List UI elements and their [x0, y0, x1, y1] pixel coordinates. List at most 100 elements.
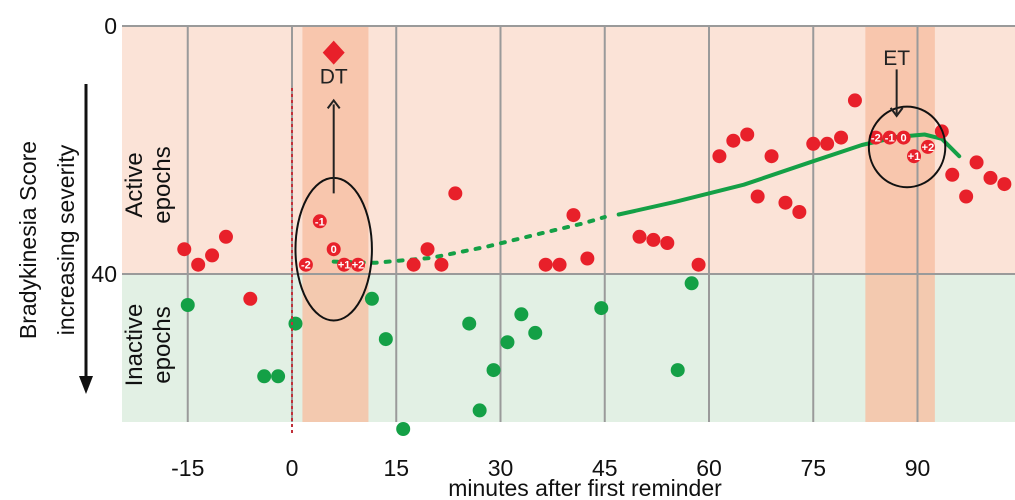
- numbered-epoch-point: [351, 257, 366, 272]
- x-tick-label: 15: [383, 455, 409, 481]
- active-epoch-point: [778, 195, 793, 210]
- inactive-epoch-point: [180, 298, 195, 312]
- active-epoch-point: [660, 236, 675, 250]
- data-points: -2-10+1 +2-2 -1 0+1+2: [177, 93, 1012, 436]
- active-epoch-point: [726, 133, 741, 148]
- active-label-line-1: Active: [121, 152, 148, 217]
- x-tick-label: 0: [286, 455, 299, 481]
- numbered-epoch-point: [298, 257, 313, 272]
- active-epoch-point: [834, 130, 849, 145]
- active-epoch-point: [806, 136, 821, 151]
- inactive-epoch-point: [396, 422, 411, 436]
- et-label: ET: [883, 47, 910, 70]
- numbered-epoch-label: +1: [908, 151, 921, 163]
- grid-lines: [122, 25, 1015, 422]
- numbered-epoch-point: [337, 257, 352, 272]
- x-tick-label: 45: [592, 455, 618, 481]
- numbered-epoch-label: -2: [871, 133, 881, 145]
- numbered-epoch-label: +2: [922, 142, 935, 154]
- active-epoch-point: [945, 167, 960, 182]
- y-axis-title: Bradykinesia Score increasing severity: [15, 141, 79, 339]
- active-epoch-point: [205, 248, 220, 263]
- active-label-line-2: epochs: [149, 146, 176, 223]
- active-region-label: Active epochs: [121, 146, 176, 223]
- numbered-epoch-label: +1: [338, 260, 351, 272]
- active-epoch-point: [191, 257, 206, 272]
- inactive-epoch-point: [378, 332, 393, 347]
- et-arrow-head: [889, 107, 904, 118]
- y-axis-arrow: [79, 84, 93, 394]
- active-epoch-point: [997, 177, 1012, 192]
- y-tick-label: 0: [104, 13, 117, 39]
- fit-line-dotted: [331, 215, 607, 265]
- y-axis-title-line-2: increasing severity: [53, 144, 79, 335]
- highlight-band-2: [865, 26, 935, 422]
- y-tick-label: 40: [91, 261, 117, 287]
- active-epoch-point: [448, 186, 463, 201]
- active-epoch-point: [632, 229, 647, 244]
- numbered-epoch-label: -2: [301, 260, 311, 272]
- inactive-epoch-point: [257, 369, 272, 384]
- numbered-epoch-point: [920, 139, 935, 154]
- inactive-region-label: Inactive epochs: [121, 304, 176, 387]
- numbered-epoch-point: [907, 149, 922, 164]
- dt-label: DT: [320, 66, 348, 89]
- inactive-label-line-1: Inactive: [121, 304, 148, 387]
- numbered-epoch-label: 0: [331, 244, 337, 256]
- inactive-epoch-point: [514, 307, 529, 322]
- inactive-epoch-point: [500, 335, 515, 350]
- inactive-label-line-2: epochs: [149, 306, 176, 383]
- x-tick-label: -15: [171, 455, 204, 481]
- dt-diamond-marker: [322, 40, 345, 65]
- dt-arrow-head: [326, 98, 341, 110]
- fit-lines: [331, 132, 962, 265]
- x-tick-label: 90: [905, 455, 931, 481]
- inactive-epoch-point: [670, 363, 685, 378]
- inactive-epoch-point: [364, 291, 379, 306]
- active-epoch-point: [983, 170, 998, 185]
- active-epoch-point: [712, 149, 727, 164]
- active-epoch-point: [566, 208, 581, 223]
- fit-line-solid: [616, 132, 962, 217]
- inactive-epoch-point: [486, 363, 501, 378]
- inactive-epoch-point: [462, 316, 477, 331]
- tick-labels: -15 0 15 30 45 60 75 90 0 40: [91, 13, 930, 481]
- numbered-epoch-point: [868, 130, 883, 145]
- inactive-epoch-point: [528, 325, 543, 340]
- x-tick-label: 30: [488, 455, 514, 481]
- x-axis-title: minutes after first reminder: [448, 475, 722, 500]
- active-epoch-point: [580, 251, 595, 266]
- active-epoch-point: [646, 232, 661, 247]
- active-epoch-point: [740, 127, 755, 142]
- annotations: DT ET: [291, 40, 947, 436]
- x-tick-label: 60: [696, 455, 722, 481]
- active-epoch-point: [691, 257, 706, 272]
- active-epoch-point: [218, 229, 233, 244]
- inactive-epoch-point: [594, 301, 609, 316]
- highlight-ellipse-2: [867, 105, 947, 189]
- inactive-epoch-point: [684, 276, 699, 291]
- active-epoch-point: [847, 93, 862, 108]
- inactive-epoch-point: [472, 403, 487, 418]
- active-epoch-point: [538, 257, 553, 272]
- active-epoch-point: [764, 149, 779, 164]
- numbered-epoch-label: -1: [885, 133, 895, 145]
- active-epoch-point: [243, 291, 258, 306]
- active-epoch-point: [177, 242, 192, 257]
- y-axis-title-line-1: Bradykinesia Score: [15, 141, 41, 339]
- x-tick-label: 75: [800, 455, 826, 481]
- numbered-epoch-label: -1: [315, 216, 325, 228]
- active-epoch-point: [969, 155, 984, 170]
- numbered-epoch-point: [896, 130, 911, 145]
- numbered-epoch-label: 0: [901, 133, 907, 145]
- active-epoch-point: [750, 189, 765, 204]
- active-epoch-point: [552, 257, 567, 272]
- inactive-epoch-point: [271, 369, 286, 384]
- background-bands: [122, 26, 1015, 422]
- numbered-epoch-point: [312, 214, 327, 229]
- numbered-epoch-label: +2: [352, 260, 365, 272]
- inactive-epoch-point: [288, 316, 303, 331]
- active-epoch-point: [820, 136, 835, 151]
- numbered-epoch-point: [882, 130, 897, 145]
